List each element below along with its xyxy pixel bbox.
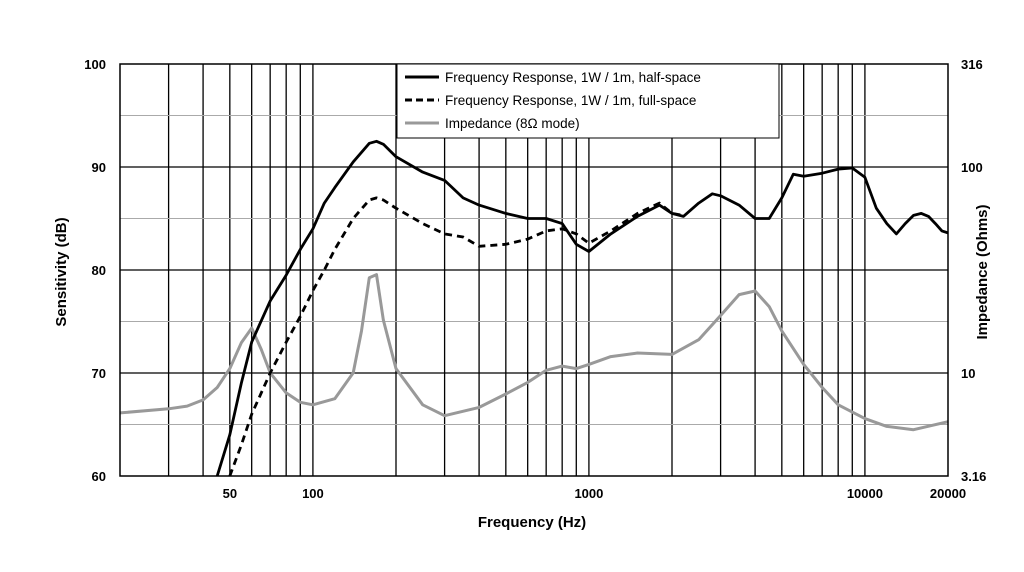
legend-label-2: Frequency Response, 1W / 1m, full-space <box>445 93 696 108</box>
y-tick-label: 80 <box>92 263 106 278</box>
y2-tick-label: 316 <box>961 57 983 72</box>
legend-label-3: Impedance (8Ω mode) <box>445 116 580 131</box>
legend: Frequency Response, 1W / 1m, half-space F… <box>396 63 780 139</box>
x-tick-label: 20000 <box>930 486 966 501</box>
x-tick-label: 100 <box>302 486 324 501</box>
x-tick-label: 10000 <box>847 486 883 501</box>
y-tick-label: 60 <box>92 469 106 484</box>
legend-box <box>396 63 780 139</box>
y2-tick-label: 10 <box>961 366 975 381</box>
y-tick-label: 90 <box>92 160 106 175</box>
legend-label-1: Frequency Response, 1W / 1m, half-space <box>445 70 701 85</box>
y2-tick-label: 100 <box>961 160 983 175</box>
series-line-1 <box>215 139 948 476</box>
series-line-3 <box>120 273 948 432</box>
y-tick-label: 70 <box>92 366 106 381</box>
y2-axis-label: Impedance (Ohms) <box>974 204 991 339</box>
y-tick-label: 100 <box>84 57 106 72</box>
y-axis-label: Sensitivity (dB) <box>53 217 70 326</box>
x-axis-label: Frequency (Hz) <box>478 514 586 531</box>
x-tick-label: 50 <box>223 486 237 501</box>
x-tick-label: 1000 <box>574 486 603 501</box>
tick-labels: 50 100 1000 10000 20000 60 70 80 90 100 3.16 10 100 3… <box>84 57 986 501</box>
y2-tick-label: 3.16 <box>961 469 986 484</box>
series-line-2 <box>228 196 684 476</box>
plot-curves <box>120 139 948 476</box>
